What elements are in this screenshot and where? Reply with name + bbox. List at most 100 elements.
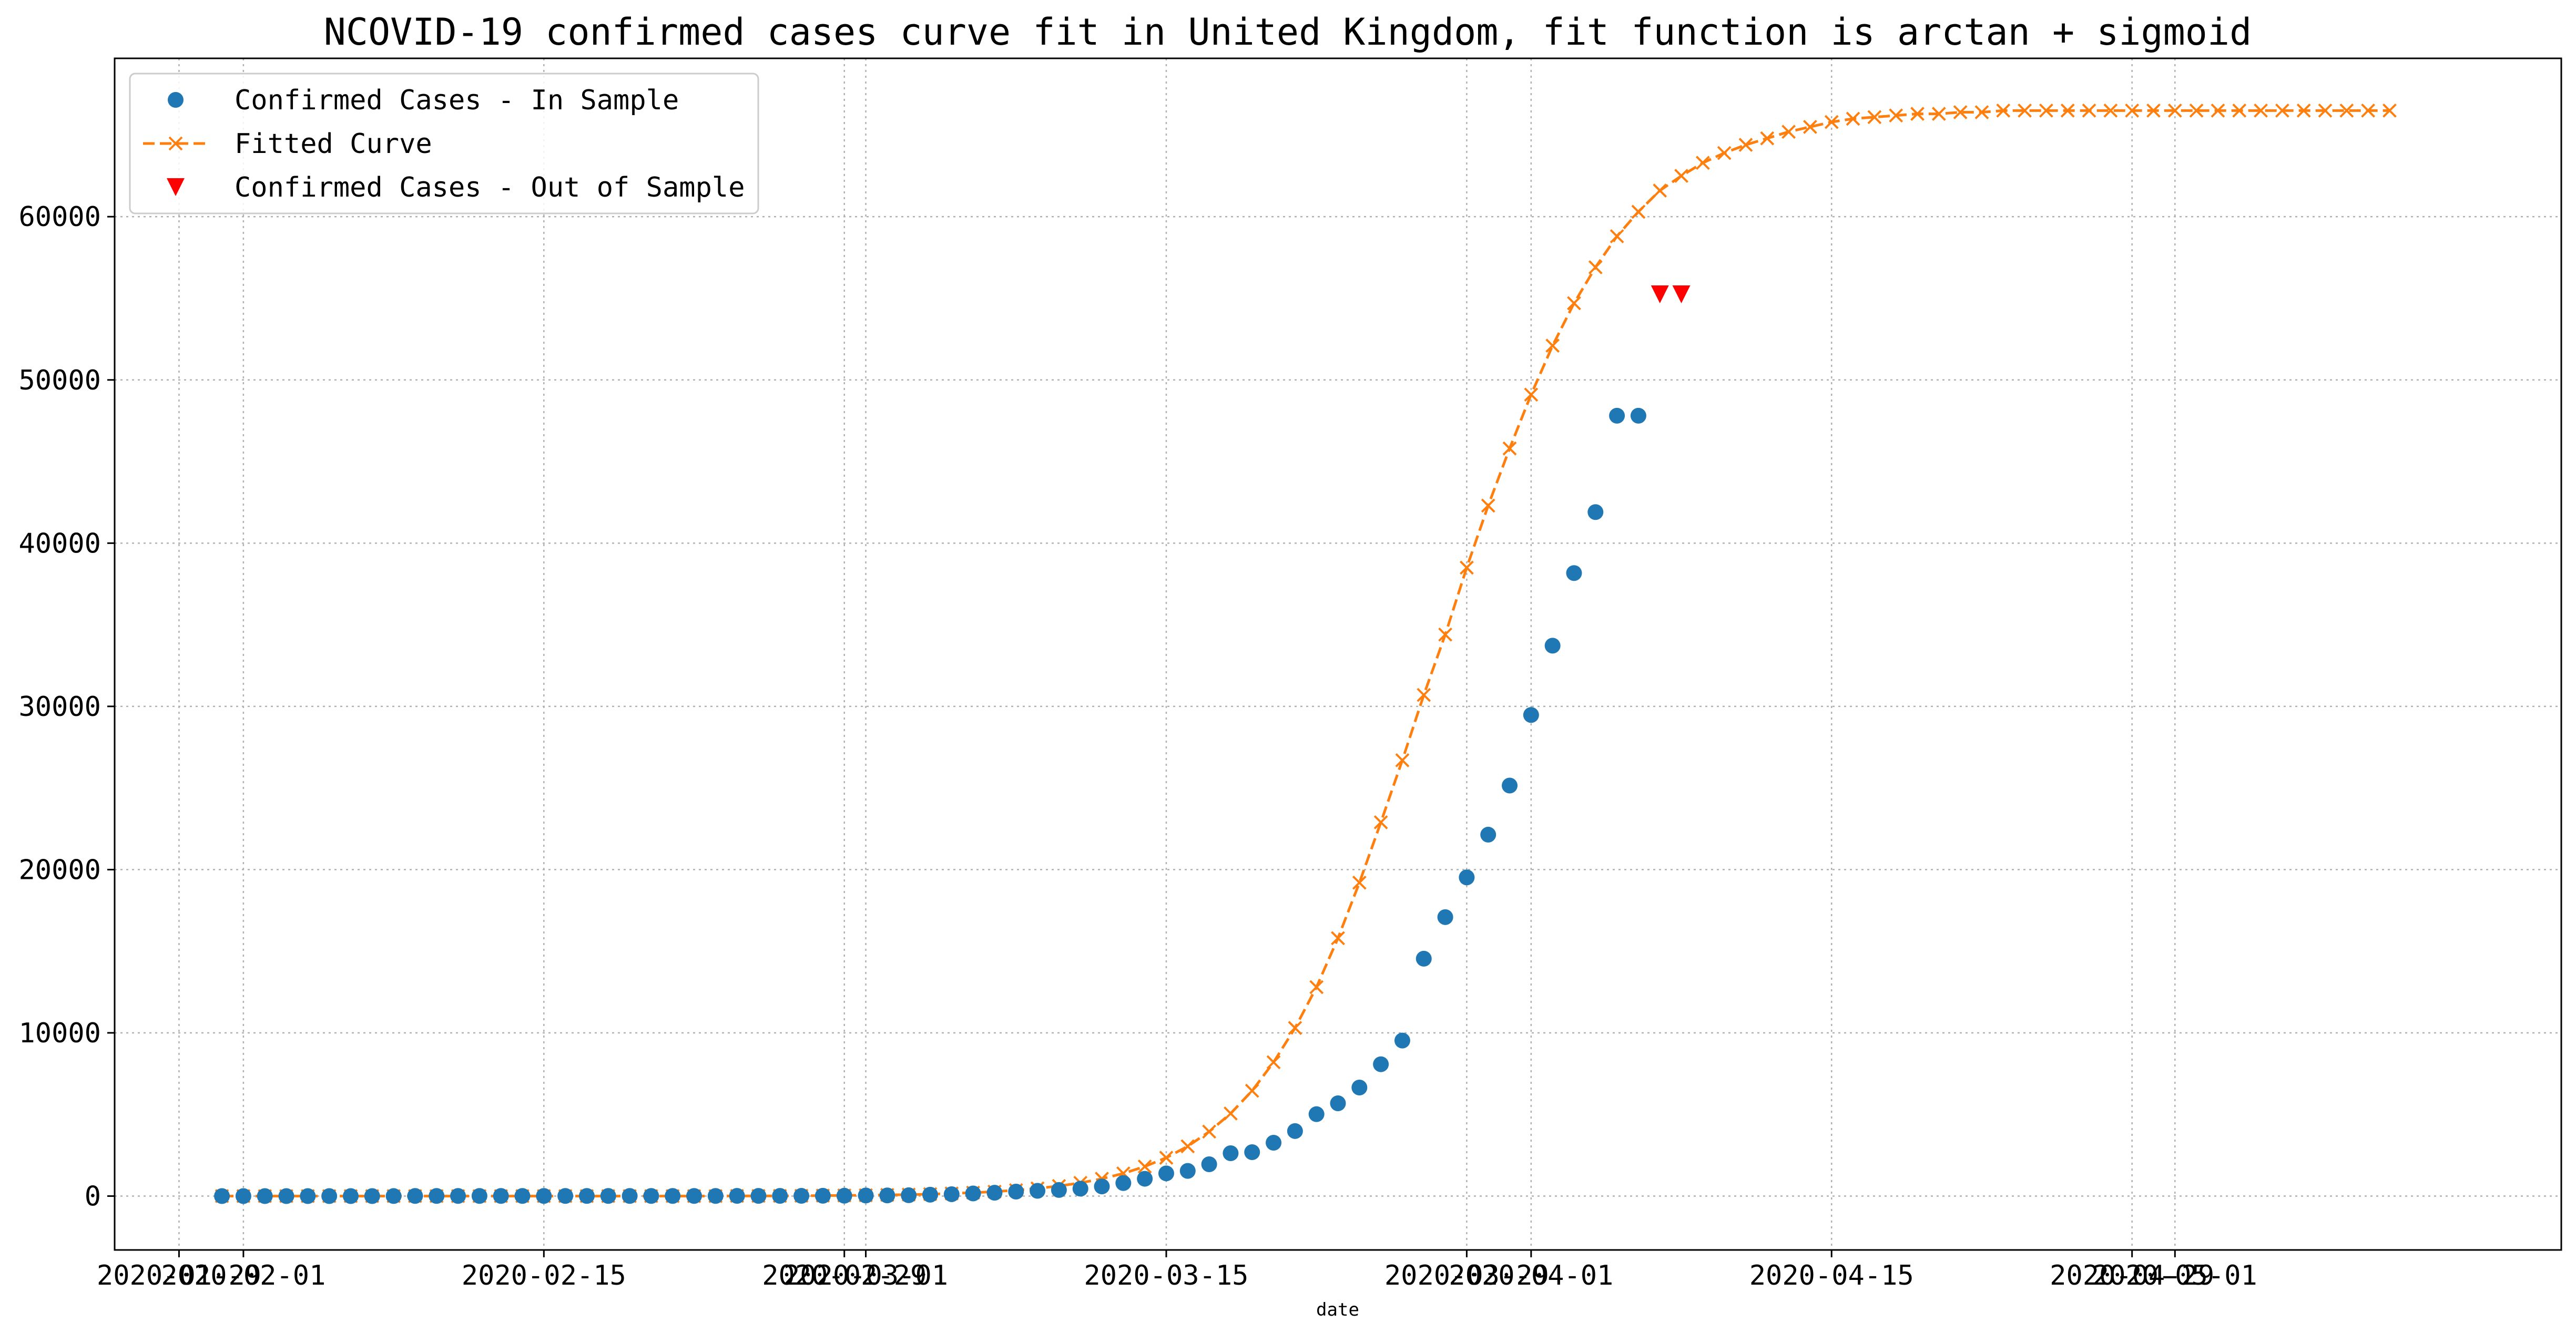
- in-sample-point: [450, 1188, 466, 1204]
- fitted-curve-point: [1931, 107, 1946, 121]
- in-sample-point: [385, 1188, 402, 1204]
- fitted-curve-point: [1309, 980, 1324, 994]
- fitted-curve-point: [1137, 1159, 1152, 1174]
- x-tick-label: 2020-05-01: [2093, 1260, 2257, 1291]
- series-out-of-sample: [1651, 285, 1691, 303]
- in-sample-point: [1394, 1032, 1410, 1049]
- x-tick-label: 2020-04-29: [2050, 1260, 2214, 1291]
- in-sample-point: [1523, 707, 1539, 723]
- fitted-curve-point: [1846, 111, 1860, 126]
- fitted-curve-point: [2254, 103, 2268, 118]
- in-sample-point: [1351, 1080, 1368, 1096]
- in-sample-point: [943, 1186, 960, 1202]
- in-sample-point: [1330, 1095, 1346, 1112]
- x-tick-label: 2020-04-01: [1449, 1260, 1613, 1291]
- fitted-curve-point: [1545, 339, 1560, 353]
- fitted-curve-point: [1202, 1124, 1217, 1139]
- in-sample-point: [922, 1186, 938, 1203]
- in-sample-point: [557, 1188, 574, 1204]
- fitted-curve-point: [2211, 103, 2225, 118]
- fitted-curve-point: [2339, 103, 2354, 118]
- fitted-curve-point: [1245, 1083, 1259, 1098]
- in-sample-point: [901, 1187, 917, 1203]
- series-fitted-curve: [215, 103, 2397, 1203]
- in-sample-point: [858, 1187, 874, 1204]
- in-sample-point: [1072, 1181, 1088, 1197]
- y-tick-label: 60000: [18, 201, 101, 233]
- y-tick-label: 0: [85, 1181, 101, 1213]
- fitted-curve-point: [2018, 103, 2032, 118]
- in-sample-point: [622, 1188, 638, 1204]
- in-sample-point: [514, 1188, 531, 1204]
- in-sample-point: [536, 1188, 552, 1204]
- legend: Confirmed Cases - In Sample Fitted Curve C…: [129, 73, 759, 214]
- legend-marker: [168, 92, 184, 108]
- in-sample-point: [707, 1188, 724, 1204]
- in-sample-point: [1308, 1106, 1325, 1122]
- fitted-curve-point: [2060, 103, 2075, 118]
- legend-label: Fitted Curve: [235, 128, 432, 160]
- fitted-curve-point: [1224, 1106, 1238, 1121]
- x-axis-label: date: [1316, 1299, 1359, 1320]
- x-tick-label: 2020-02-01: [161, 1260, 325, 1291]
- in-sample-point: [1630, 407, 1646, 424]
- fitted-curve-point: [2146, 103, 2161, 118]
- fitted-curve-point: [1631, 204, 1646, 219]
- fitted-curve-point: [1889, 108, 1903, 123]
- in-sample-point: [772, 1188, 788, 1204]
- in-sample-point: [364, 1188, 380, 1204]
- fitted-curve-point: [1653, 183, 1667, 198]
- fitted-curve-point: [1567, 296, 1581, 311]
- fitted-curve-point: [1352, 875, 1367, 890]
- x-tick-label: 2020-03-01: [783, 1260, 948, 1291]
- fitted-curve-point: [1824, 115, 1839, 129]
- x-tick-label: 2020-04-15: [1749, 1260, 1914, 1291]
- in-sample-point: [1008, 1184, 1024, 1200]
- fitted-curve-point: [2232, 103, 2247, 118]
- out-of-sample-point: [1672, 285, 1691, 303]
- y-tick-label: 10000: [18, 1018, 101, 1049]
- in-sample-point: [407, 1188, 423, 1204]
- in-sample-point: [278, 1188, 294, 1204]
- out-of-sample-point: [1651, 285, 1669, 303]
- x-tick-label: 2020-03-15: [1084, 1260, 1248, 1291]
- series-layer: [214, 103, 2397, 1204]
- x-tick-label: 2020-02-29: [762, 1260, 926, 1291]
- legend-box: [129, 73, 759, 214]
- plot-frame: [114, 57, 2562, 1251]
- in-sample-point: [1373, 1056, 1389, 1072]
- in-sample-point: [1115, 1175, 1132, 1191]
- fitted-curve-point: [1996, 103, 2011, 118]
- fitted-curve-point: [1288, 1021, 1302, 1035]
- fitted-curve-point: [1674, 169, 1688, 183]
- in-sample-point: [729, 1188, 745, 1204]
- in-sample-point: [600, 1188, 616, 1204]
- in-sample-point: [493, 1188, 509, 1204]
- in-sample-point: [1502, 777, 1518, 794]
- in-sample-point: [235, 1188, 251, 1204]
- in-sample-point: [965, 1185, 981, 1202]
- fitted-curve-point: [2167, 103, 2182, 118]
- fitted-curve-point: [1481, 498, 1495, 513]
- fitted-curve-point: [1803, 120, 1817, 134]
- fitted-curve-point: [1695, 156, 1710, 170]
- in-sample-point: [643, 1188, 659, 1204]
- y-tick-label: 30000: [18, 691, 101, 723]
- in-sample-point: [342, 1188, 359, 1204]
- in-sample-point: [836, 1187, 852, 1204]
- in-sample-point: [1437, 909, 1453, 925]
- in-sample-point: [1587, 504, 1604, 520]
- fitted-curve-point: [1159, 1151, 1174, 1165]
- legend-entry: Confirmed Cases - Out of Sample: [167, 172, 745, 203]
- in-sample-point: [429, 1188, 445, 1204]
- fitted-curve-point: [1781, 125, 1796, 139]
- fitted-curve-point: [1760, 131, 1775, 146]
- in-sample-point: [1094, 1178, 1110, 1195]
- in-sample-point: [1244, 1144, 1260, 1161]
- x-tick-label: 2020-01-29: [97, 1260, 261, 1291]
- x-tick-label: 2020-03-29: [1384, 1260, 1549, 1291]
- y-tick-label: 40000: [18, 528, 101, 559]
- fitted-curve-point: [2361, 103, 2376, 118]
- legend-label: Confirmed Cases - Out of Sample: [235, 172, 745, 203]
